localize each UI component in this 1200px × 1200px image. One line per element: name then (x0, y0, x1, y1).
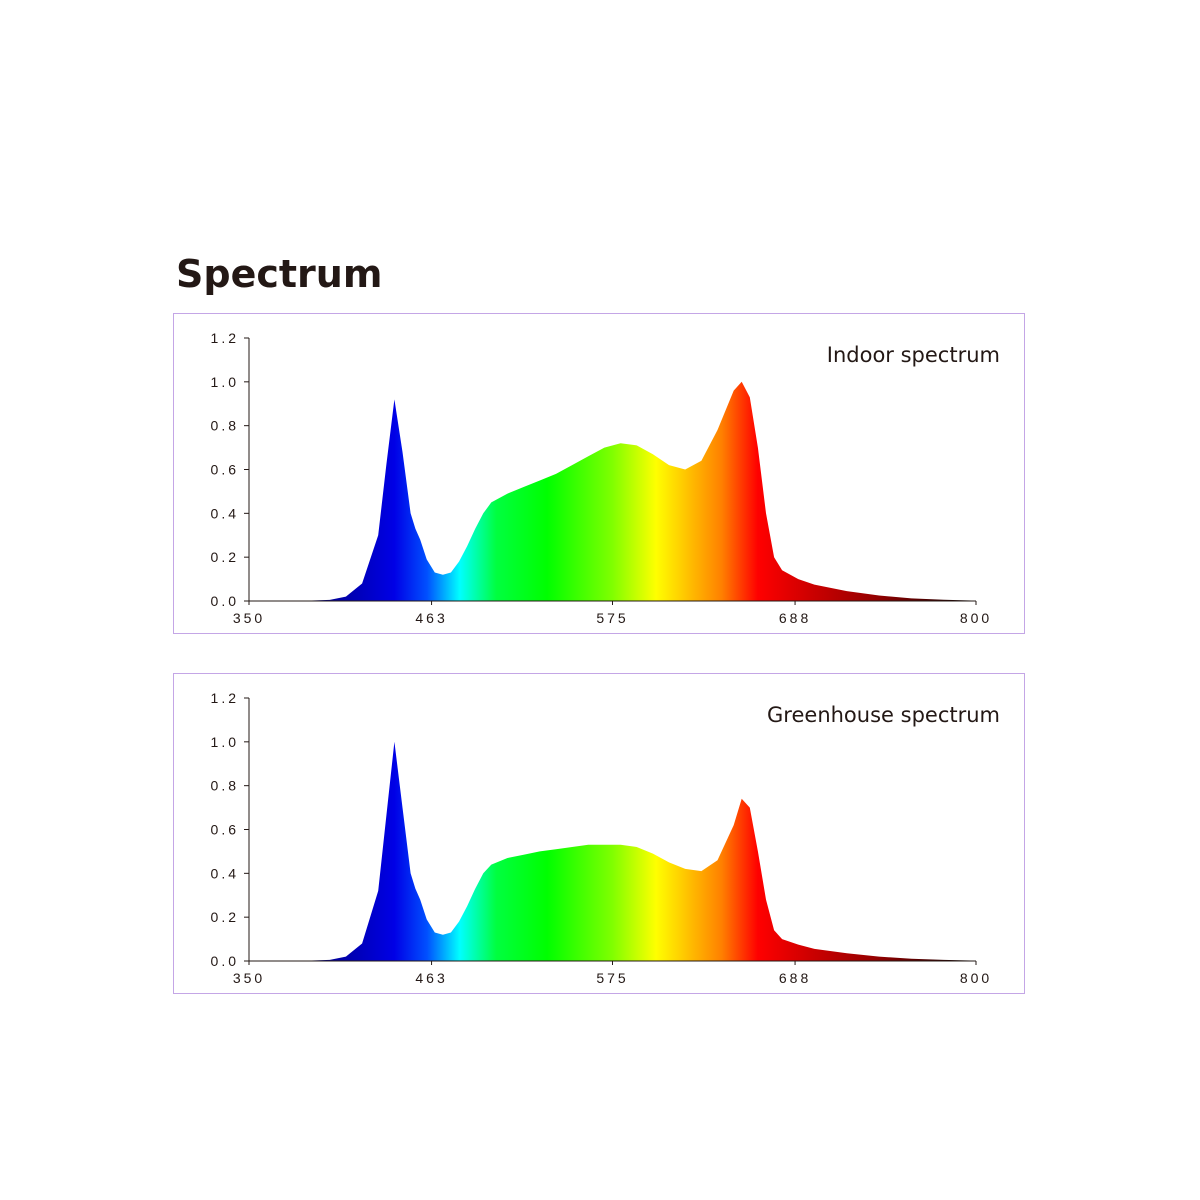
x-tick-label: 800 (960, 970, 992, 986)
y-tick-label: 0.0 (211, 593, 239, 609)
y-tick-label: 1.0 (211, 734, 239, 750)
chart-label: Greenhouse spectrum (767, 703, 1000, 727)
spectrum-area (249, 741, 976, 961)
greenhouse-spectrum-chart: 0.0 0.2 0.4 0.6 0.8 1.0 1.2 350 463 575 688 800 Gree… (211, 690, 1000, 986)
x-tick-label: 350 (233, 610, 265, 626)
y-tick-label: 1.2 (211, 690, 239, 706)
indoor-spectrum-panel: 0.0 0.2 0.4 0.6 0.8 1.0 1.2 350 463 575 688 800 Indo… (173, 313, 1025, 634)
y-tick-label: 0.0 (211, 953, 239, 969)
x-tick-label: 800 (960, 610, 992, 626)
y-tick-label: 0.4 (211, 505, 239, 521)
y-tick-label: 0.4 (211, 865, 239, 881)
x-tick-label: 350 (233, 970, 265, 986)
y-tick-label: 0.2 (211, 549, 239, 565)
x-tick-label: 688 (779, 970, 811, 986)
y-tick-label: 0.6 (211, 822, 239, 838)
y-tick-label: 0.6 (211, 462, 239, 478)
page-title: Spectrum (176, 252, 383, 296)
chart-label: Indoor spectrum (827, 343, 1000, 367)
greenhouse-spectrum-panel: 0.0 0.2 0.4 0.6 0.8 1.0 1.2 350 463 575 688 800 Gree… (173, 673, 1025, 994)
x-tick-label: 575 (596, 970, 628, 986)
spectrum-area (249, 381, 976, 601)
y-tick-label: 0.8 (211, 778, 239, 794)
x-tick-label: 463 (415, 970, 447, 986)
indoor-spectrum-chart: 0.0 0.2 0.4 0.6 0.8 1.0 1.2 350 463 575 688 800 Indo… (211, 330, 1000, 626)
x-tick-label: 463 (415, 610, 447, 626)
y-tick-label: 1.0 (211, 374, 239, 390)
x-tick-label: 575 (596, 610, 628, 626)
y-tick-label: 0.2 (211, 909, 239, 925)
y-tick-label: 0.8 (211, 418, 239, 434)
y-tick-label: 1.2 (211, 330, 239, 346)
x-tick-label: 688 (779, 610, 811, 626)
